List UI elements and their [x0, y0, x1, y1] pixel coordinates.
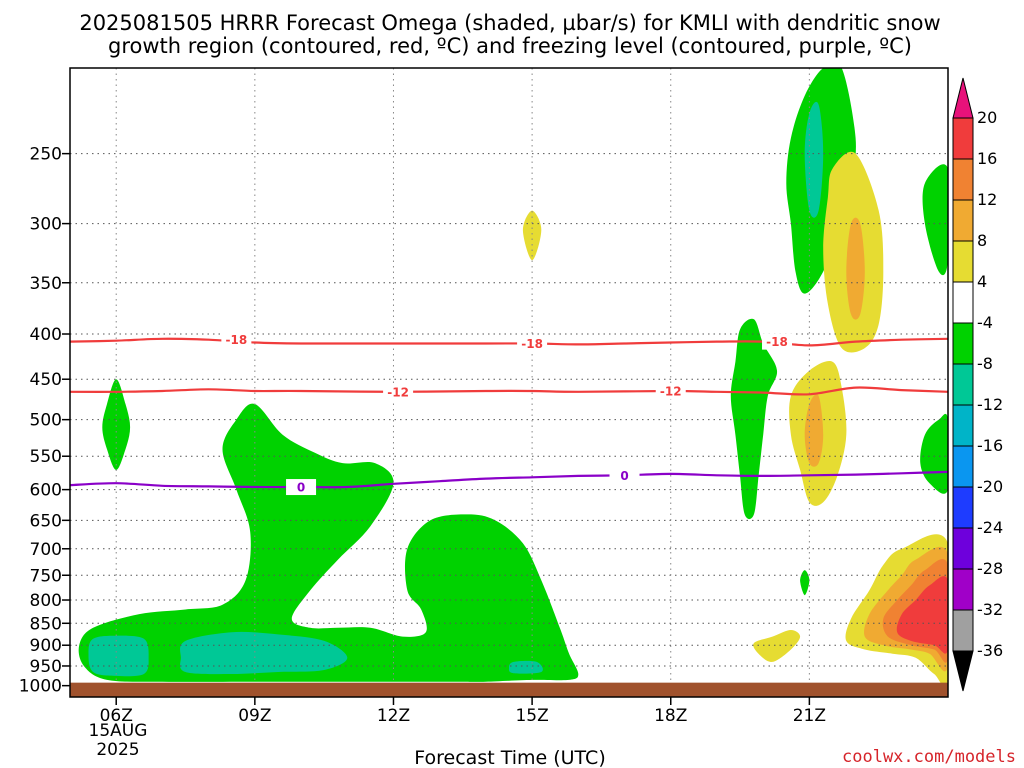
omega-region-8 — [180, 631, 348, 675]
start-date-year: 2025 — [96, 740, 139, 760]
contour-label-bg — [286, 479, 317, 496]
omega-region-3 — [730, 318, 778, 520]
time-axis: 06Z 09Z 12Z 15Z 18Z 21Z — [100, 697, 826, 726]
y-tick-label-850: 850 — [30, 614, 62, 634]
plot-frame — [69, 67, 949, 698]
colorbar-label--12: -12 — [977, 395, 1003, 414]
colorbar-bin-12to16 — [952, 158, 974, 201]
y-tick-label-650: 650 — [30, 511, 62, 531]
colorbar-bin--36to-32 — [952, 609, 974, 652]
omega-region-20 — [896, 576, 948, 654]
contour-label-bg — [655, 382, 686, 399]
y-tick-label-900: 900 — [30, 636, 62, 656]
contour-label--18: -18 — [766, 335, 788, 349]
omega-region-10 — [804, 101, 824, 218]
colorbar-bin--24to-20 — [952, 486, 974, 529]
y-tick-label-800: 800 — [30, 591, 62, 611]
y-tick-label-400: 400 — [30, 325, 62, 345]
omega-region-16 — [846, 217, 865, 320]
omega-region-4 — [922, 164, 948, 276]
y-tick-label-500: 500 — [30, 411, 62, 431]
y-tick-label-600: 600 — [30, 481, 62, 501]
contour-label-bg — [517, 335, 548, 352]
colorbar-bottom-arrow — [952, 650, 974, 692]
contour-label-0: 0 — [620, 469, 628, 483]
colorbar-label-16: 16 — [977, 149, 997, 168]
x-tick-label-06Z: 06Z — [100, 706, 133, 726]
colorbar-bin-8to12 — [952, 199, 974, 242]
colorbar-bin--32to-28 — [952, 568, 974, 611]
colorbar-label--36: -36 — [977, 641, 1003, 660]
contour-label-0: 0 — [297, 481, 305, 495]
colorbar-label--20: -20 — [977, 477, 1003, 496]
colorbar-bin--4to4 — [952, 281, 974, 324]
colorbar-label-4: 4 — [977, 272, 987, 291]
colorbar-bin--28to-24 — [952, 527, 974, 570]
contour-label--18: -18 — [521, 337, 543, 351]
colorbar-top-arrow — [952, 77, 974, 119]
x-tick-label-15Z: 15Z — [515, 706, 548, 726]
omega-region-14 — [753, 630, 801, 662]
x-tick-label-12Z: 12Z — [377, 706, 410, 726]
colorbar-bin-16to20 — [952, 117, 974, 160]
x-tick-label-21Z: 21Z — [793, 706, 826, 726]
x-tick-label-18Z: 18Z — [654, 706, 687, 726]
colorbar-bin--8to-4 — [952, 322, 974, 365]
y-tick-label-700: 700 — [30, 540, 62, 560]
colorbar-bin-4to8 — [952, 240, 974, 283]
colorbar-label-20: 20 — [977, 108, 997, 127]
omega-region-11 — [522, 210, 542, 261]
contour--12 — [70, 386, 948, 396]
omega-region-6 — [800, 570, 810, 596]
credit-text: coolwx.com/models — [842, 747, 1016, 767]
omega-region-9 — [508, 660, 543, 674]
chart-title-line-2: growth region (contoured, red, ºC) and f… — [108, 34, 912, 58]
start-date-day: 15AUG — [89, 721, 148, 741]
omega-region-1 — [102, 379, 131, 470]
contour-label-bg — [221, 331, 252, 348]
colorbar-label--32: -32 — [977, 600, 1003, 619]
y-tick-label-300: 300 — [30, 215, 62, 235]
contour-label--18: -18 — [226, 333, 248, 347]
omega-region-0 — [78, 403, 579, 682]
ground-surface — [70, 682, 948, 697]
contour--18 — [70, 337, 948, 347]
colorbar-bin--12to-8 — [952, 363, 974, 406]
colorbar-label--4: -4 — [977, 313, 993, 332]
y-tick-label-250: 250 — [30, 145, 62, 165]
contour-label--12: -12 — [387, 385, 409, 399]
contour-label--12: -12 — [660, 384, 682, 398]
chart-title-line-1: 2025081505 HRRR Forecast Omega (shaded, … — [79, 11, 940, 35]
y-tick-label-350: 350 — [30, 274, 62, 294]
colorbar-label-8: 8 — [977, 231, 987, 250]
contours: -18 -18 -18 -12 -12 0 0 — [70, 331, 948, 496]
colorbar-bin--20to-16 — [952, 445, 974, 488]
contour-label-bg — [609, 467, 640, 484]
pressure-axis: 2503003504004505005506006507007508008509… — [19, 145, 70, 697]
y-tick-label-550: 550 — [30, 447, 62, 467]
omega-region-7 — [88, 635, 149, 677]
colorbar-label--8: -8 — [977, 354, 993, 373]
colorbar-label--28: -28 — [977, 559, 1003, 578]
x-axis-label: Forecast Time (UTC) — [414, 747, 605, 768]
colorbar: 20 16 12 8 4 -4 -8 -12 -16 -20 -24 -28 -32 -36 — [952, 77, 1003, 692]
colorbar-bin--16to-12 — [952, 404, 974, 447]
colorbar-label--16: -16 — [977, 436, 1003, 455]
contour-0 — [70, 470, 948, 489]
y-tick-label-1000: 1000 — [19, 677, 62, 697]
plot-area: -18 -18 -18 -12 -12 0 0 — [69, 67, 949, 698]
colorbar-label--24: -24 — [977, 518, 1003, 537]
x-tick-label-09Z: 09Z — [238, 706, 271, 726]
y-tick-label-750: 750 — [30, 566, 62, 586]
contour-label-bg — [383, 383, 414, 400]
omega-shading — [78, 68, 948, 688]
y-tick-label-950: 950 — [30, 657, 62, 677]
contour-label-bg — [762, 333, 793, 350]
y-tick-label-450: 450 — [30, 370, 62, 390]
colorbar-label-12: 12 — [977, 190, 997, 209]
omega-region-5 — [920, 413, 948, 494]
